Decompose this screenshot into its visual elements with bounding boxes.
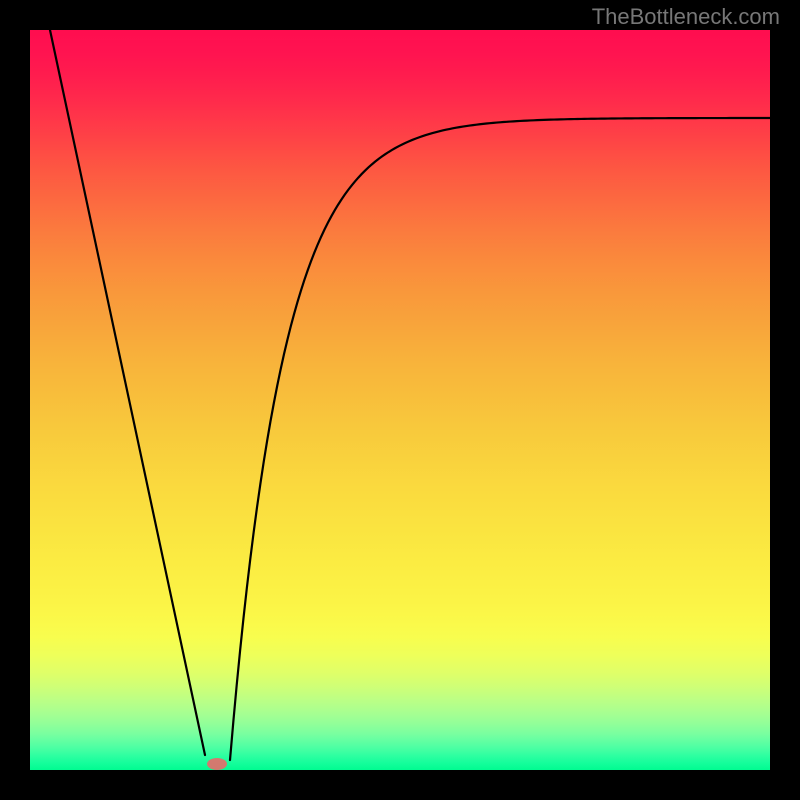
optimum-marker bbox=[207, 758, 227, 770]
gradient-background bbox=[30, 30, 770, 770]
chart-frame: TheBottleneck.com bbox=[0, 0, 800, 800]
bottleneck-curve-chart bbox=[30, 30, 770, 770]
plot-area bbox=[30, 30, 770, 770]
watermark-text: TheBottleneck.com bbox=[592, 4, 780, 30]
